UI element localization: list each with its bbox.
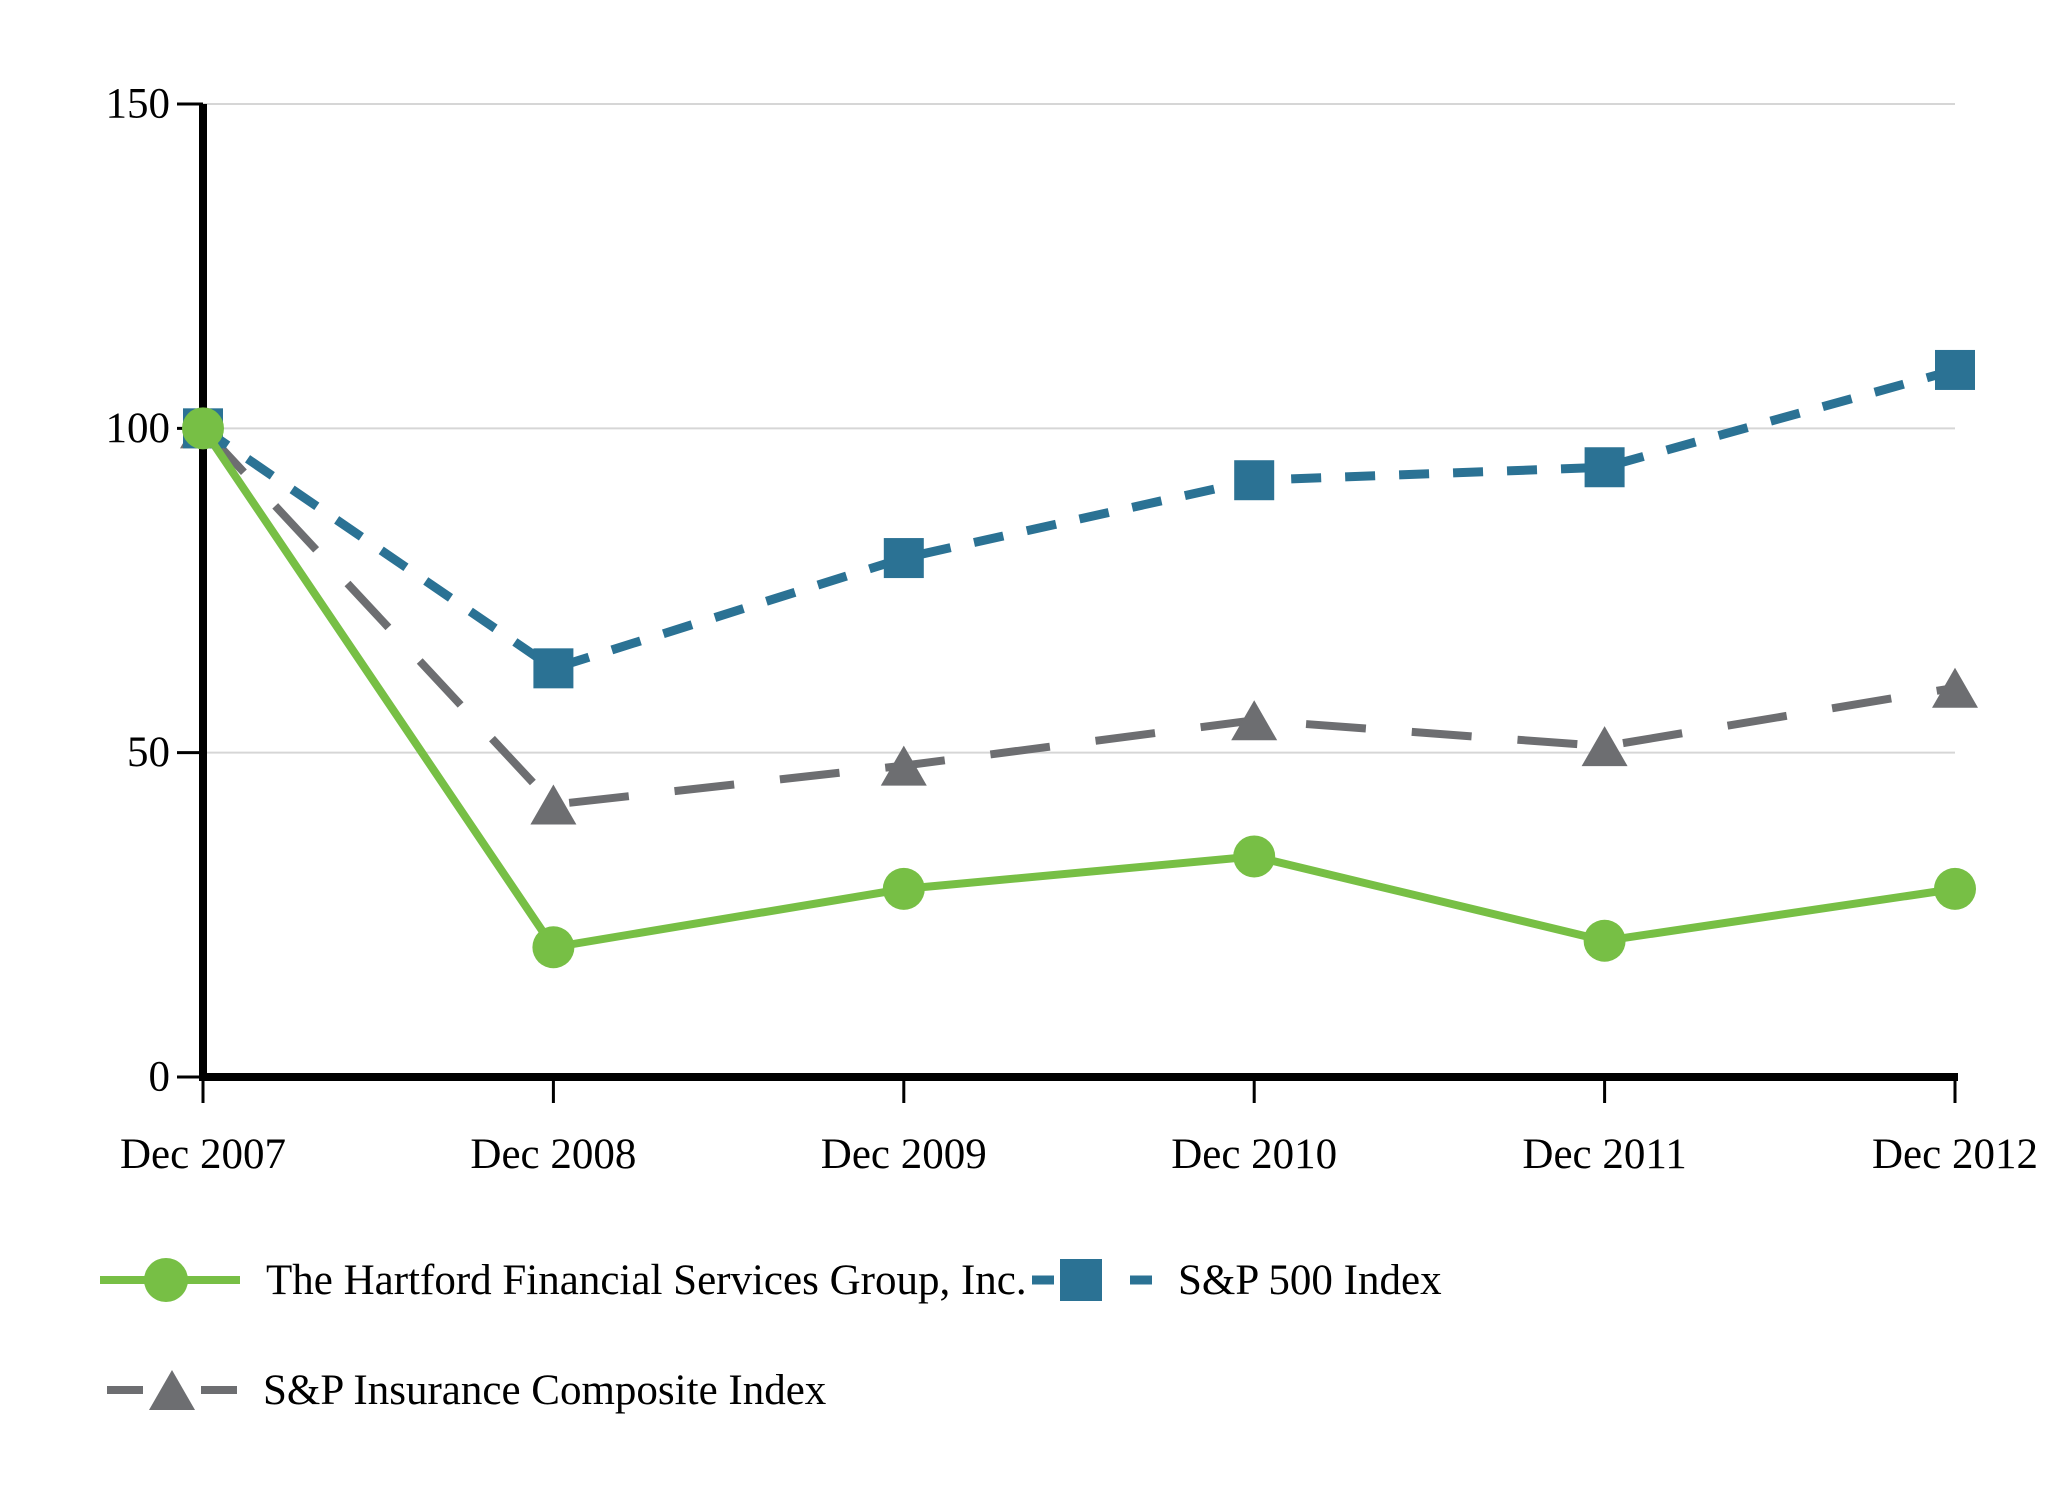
insurance-dashed-line-triangle-swatch	[107, 1370, 237, 1410]
legend-label-insurance: S&P Insurance Composite Index	[263, 1366, 827, 1414]
legend-item-hartford: The Hartford Financial Services Group, I…	[100, 1250, 1027, 1310]
data-point-square-series-1	[1234, 460, 1275, 501]
x-tick-label: Dec 2009	[821, 1131, 987, 1178]
x-tick-label: Dec 2011	[1522, 1131, 1686, 1178]
data-point-square-series-1	[533, 648, 574, 689]
y-tick-label: 150	[106, 80, 171, 127]
legend-item-insurance: S&P Insurance Composite Index	[107, 1360, 826, 1420]
data-point-square-series-1	[883, 538, 924, 579]
sp500-dashed-line-square-swatch	[1032, 1259, 1152, 1301]
data-point-triangle-series-2	[530, 784, 577, 825]
data-point-triangle-series-2	[1231, 700, 1278, 741]
data-point-triangle-series-2	[1932, 667, 1978, 708]
y-tick-label: 50	[127, 729, 170, 776]
legend-label-hartford: The Hartford Financial Services Group, I…	[266, 1256, 1027, 1304]
legend-label-sp500: S&P 500 Index	[1178, 1256, 1442, 1304]
data-point-circle-series-0	[1233, 835, 1276, 878]
data-point-triangle-series-2	[880, 745, 927, 786]
data-point-triangle-series-2	[1581, 726, 1628, 767]
x-tick-label: Dec 2008	[470, 1131, 636, 1178]
x-tick-label: Dec 2012	[1872, 1131, 2038, 1178]
data-point-circle-series-0	[1934, 867, 1976, 910]
data-point-circle-series-0	[882, 867, 925, 910]
data-point-square-series-1	[1584, 447, 1625, 488]
series-line-1	[200, 365, 1957, 674]
data-point-circle-series-0	[532, 926, 575, 969]
y-tick-label: 100	[106, 405, 171, 452]
data-point-circle-series-0	[1583, 919, 1626, 962]
hartford-solid-line-circle-swatch	[100, 1258, 240, 1302]
legend-item-sp500: S&P 500 Index	[1032, 1250, 1442, 1310]
x-tick-label: Dec 2010	[1171, 1131, 1337, 1178]
series-line-0	[199, 426, 1956, 952]
x-tick-label: Dec 2007	[120, 1131, 286, 1178]
data-point-circle-series-0	[182, 407, 224, 450]
series-line-2	[200, 425, 1956, 809]
y-tick-label: 0	[149, 1054, 171, 1101]
data-point-square-series-1	[1935, 349, 1975, 390]
